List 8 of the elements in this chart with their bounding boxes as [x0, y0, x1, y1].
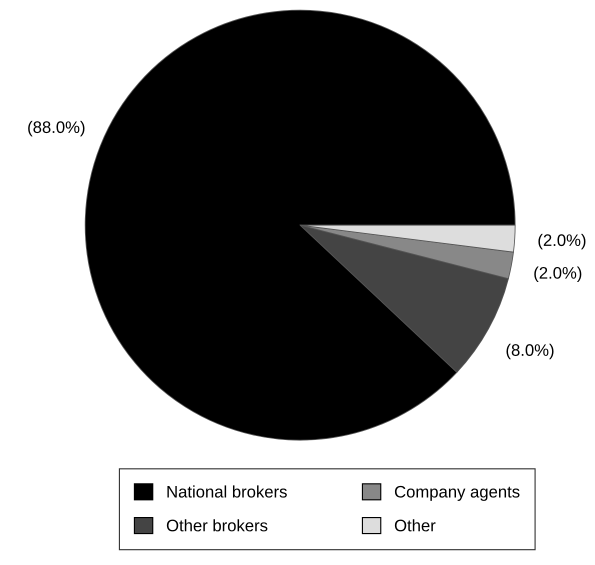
legend-label: Company agents	[394, 486, 520, 501]
legend-label: National brokers	[167, 485, 287, 498]
data-label: (88.0%)	[28, 120, 84, 136]
legend-label: Other brokers	[166, 519, 268, 532]
data-label: (2.0%)	[534, 266, 582, 282]
data-label: (2.0%)	[538, 234, 586, 250]
legend-label: Other	[394, 519, 436, 532]
data-label: (8.0%)	[506, 344, 554, 360]
